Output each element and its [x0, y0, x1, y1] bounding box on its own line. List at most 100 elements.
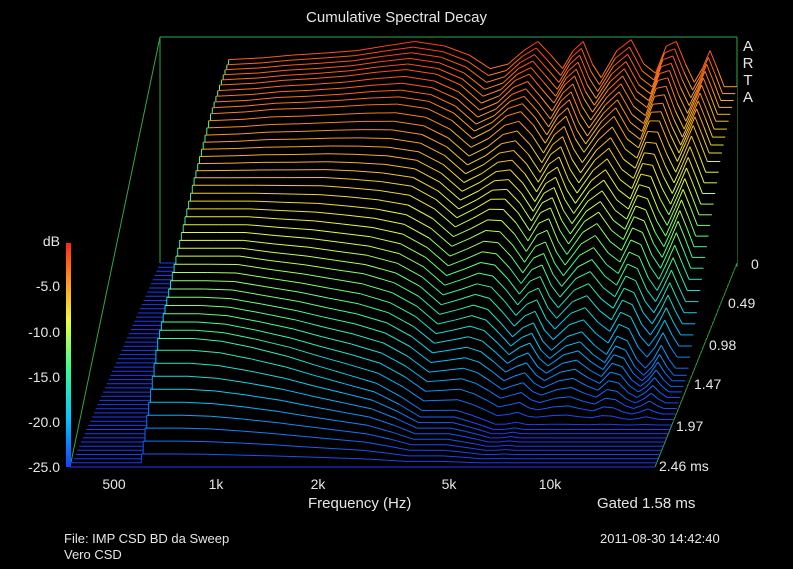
decay-slice-segment [395, 272, 421, 288]
decay-slice-segment [336, 250, 368, 256]
decay-slice-segment [584, 307, 599, 323]
decay-slice-segment [604, 275, 617, 286]
decay-slice-segment [655, 411, 663, 415]
decay-slice-segment [567, 61, 579, 72]
decay-slice-segment [289, 57, 321, 61]
decay-slice-segment [582, 400, 595, 405]
decay-slice-segment [439, 62, 465, 74]
decay-slice-segment [473, 393, 488, 401]
decay-slice-segment [682, 189, 691, 208]
decay-slice-segment [484, 409, 498, 417]
decay-slice-segment [466, 251, 483, 260]
decay-slice-segment [517, 212, 531, 231]
decay-slice-segment [637, 347, 648, 358]
decay-slice-segment [538, 287, 549, 309]
decay-slice-segment [574, 138, 585, 153]
decay-slice-segment [618, 91, 633, 115]
decay-slice-segment [390, 302, 416, 317]
decay-slice-segment [381, 352, 407, 368]
decay-slice-segment [505, 365, 517, 373]
decay-slice-segment [552, 274, 563, 287]
decay-slice-segment [318, 60, 354, 64]
decay-slice-segment [407, 356, 430, 373]
frequency-tick: 2k [310, 476, 326, 492]
decay-slice-segment [456, 208, 476, 219]
decay-slice-segment [447, 438, 462, 443]
decay-slice-segment [627, 392, 638, 398]
decay-slice-segment [301, 446, 332, 449]
decay-slice-segment [465, 430, 479, 436]
decay-slice-segment [556, 167, 568, 190]
decay-slice-segment [685, 63, 695, 83]
decay-slice-segment [643, 63, 656, 74]
decay-slice-segment [442, 455, 457, 458]
decay-slice-segment [518, 120, 533, 136]
decay-slice-segment [468, 146, 488, 157]
decay-slice-segment [617, 251, 630, 274]
decay-slice-segment [543, 82, 556, 97]
decay-slice-segment [555, 115, 567, 126]
decay-slice-segment [639, 408, 648, 413]
decay-slice-segment [658, 120, 670, 144]
decay-slice-segment [646, 80, 659, 108]
decay-slice-segment [596, 137, 611, 151]
decay-slice-segment [299, 456, 331, 459]
decay-slice-segment [505, 449, 516, 451]
decay-slice-segment [643, 392, 652, 400]
decay-slice-segment [613, 407, 624, 413]
decay-slice-segment [307, 255, 336, 261]
decay-slice-segment [623, 287, 635, 294]
decay-slice-segment [648, 73, 660, 101]
decay-slice-segment [197, 162, 234, 165]
decay-slice-segment [391, 292, 418, 307]
brand-letter: T [743, 72, 753, 89]
decay-slice-segment [530, 202, 543, 222]
decay-slice-segment [275, 433, 304, 437]
decay-slice-segment [693, 68, 703, 83]
decay-slice-segment [544, 124, 557, 144]
decay-slice-segment [640, 173, 652, 177]
decay-slice-segment [681, 79, 692, 99]
decay-slice-segment [609, 240, 622, 251]
decay-slice-segment [474, 443, 487, 447]
decay-slice-segment [450, 427, 466, 432]
decay-slice-segment [440, 460, 455, 463]
decay-slice-segment [469, 54, 491, 70]
decay-slice-segment [505, 56, 523, 71]
decay-slice-segment [594, 235, 609, 254]
decay-slice-segment [526, 362, 537, 376]
decay-slice-segment [589, 179, 605, 192]
decay-slice-segment [686, 167, 695, 187]
decay-slice-segment [542, 340, 552, 351]
decay-slice-segment [269, 260, 306, 266]
decay-slice-segment [226, 315, 258, 322]
decay-slice-segment [285, 366, 315, 376]
decay-slice-segment [590, 169, 606, 182]
decay-slice-segment [684, 178, 693, 197]
decay-slice-segment [561, 266, 579, 287]
decay-slice-segment [246, 382, 283, 390]
decay-slice-segment [309, 87, 345, 91]
decay-slice-segment [356, 45, 385, 52]
decay-slice-segment [633, 292, 644, 314]
decay-slice-segment [669, 221, 679, 240]
decay-slice-segment [333, 268, 364, 275]
decay-slice-segment [363, 273, 395, 284]
decay-slice-segment [388, 312, 414, 327]
decay-slice-segment [546, 68, 560, 83]
decay-slice-segment [664, 165, 675, 184]
decay-slice-segment [494, 179, 509, 182]
decay-slice-segment [700, 57, 709, 76]
decay-slice-segment [566, 414, 580, 418]
decay-slice-segment [674, 189, 684, 208]
decay-slice-segment [696, 164, 705, 183]
decay-slice-segment [483, 152, 500, 166]
z-axis-tick: -20.0 [28, 414, 60, 430]
decay-slice-segment [203, 140, 239, 143]
decay-slice-segment [627, 53, 641, 79]
decay-slice-segment [539, 276, 551, 297]
decay-slice-segment [469, 457, 482, 460]
decay-slice-segment [210, 415, 242, 420]
decay-slice-segment [344, 383, 375, 393]
